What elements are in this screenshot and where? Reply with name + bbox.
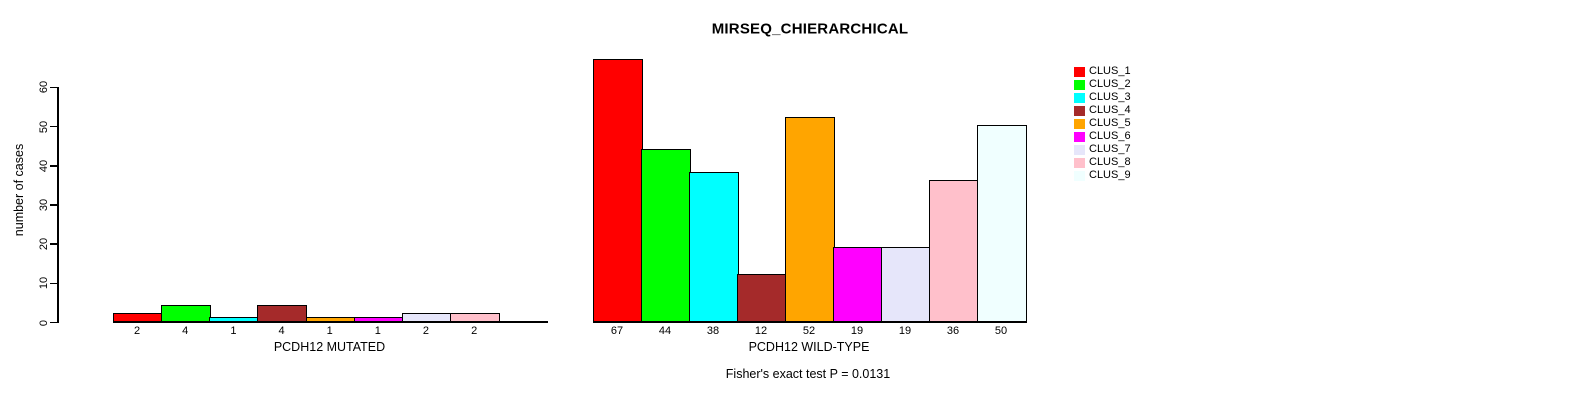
bar-clus_2	[161, 305, 211, 323]
y-tick	[50, 165, 57, 167]
bar-value-label: 19	[850, 325, 864, 337]
y-tick-label: 10	[38, 277, 50, 290]
legend-label: CLUS_3	[1089, 91, 1131, 104]
bar-value-label: 4	[182, 325, 189, 337]
bar-clus_7	[881, 246, 931, 323]
bar-clus_2	[641, 148, 691, 323]
y-tick	[50, 321, 57, 324]
legend-swatch-clus_1	[1074, 66, 1085, 78]
y-tick	[50, 204, 57, 206]
y-tick	[50, 125, 57, 128]
bar-clus_6	[353, 317, 404, 323]
bar-clus_1	[593, 58, 643, 323]
bar-value-label: 38	[706, 325, 720, 337]
y-tick-label: 20	[38, 238, 50, 251]
legend-label: CLUS_7	[1089, 143, 1131, 156]
fisher-test-annotation: Fisher's exact test P = 0.0131	[725, 367, 891, 381]
bar-value-label: 1	[374, 325, 381, 337]
legend-label: CLUS_6	[1089, 130, 1131, 143]
legend-swatch-clus_9	[1074, 170, 1085, 182]
bar-clus_5	[785, 117, 835, 323]
legend-label: CLUS_4	[1089, 104, 1131, 117]
bar-clus_3	[209, 317, 259, 323]
y-axis-line	[57, 86, 59, 324]
x-group-label-mutated: PCDH12 MUTATED	[273, 340, 386, 354]
y-tick-label: 30	[38, 198, 50, 212]
bar-value-label: 2	[471, 325, 478, 337]
legend-label: CLUS_9	[1089, 169, 1131, 182]
y-tick	[50, 243, 57, 245]
bar-clus_5	[305, 317, 356, 323]
y-axis-label: number of cases	[12, 143, 26, 237]
y-tick-label: 0	[38, 319, 50, 326]
bar-value-label: 67	[610, 325, 624, 337]
bar-clus_4	[737, 273, 787, 323]
bar-clus_7	[401, 313, 452, 323]
bar-value-label: 12	[754, 325, 768, 337]
legend-label: CLUS_2	[1089, 78, 1131, 91]
bar-clus_8	[450, 313, 500, 323]
bar-value-label: 36	[946, 325, 960, 337]
legend-swatch-clus_2	[1074, 79, 1085, 91]
bar-value-label: 2	[134, 325, 141, 337]
y-tick-label: 50	[38, 120, 50, 133]
y-tick-label: 60	[38, 81, 50, 94]
bar-clus_1	[113, 313, 163, 323]
legend-label: CLUS_8	[1089, 156, 1131, 169]
bar-value-label: 19	[898, 325, 912, 337]
legend-swatch-clus_5	[1074, 118, 1085, 130]
legend-label: CLUS_5	[1089, 117, 1131, 130]
bar-clus_3	[689, 172, 739, 323]
legend-swatch-clus_8	[1074, 157, 1085, 169]
x-group-label-wildtype: PCDH12 WILD-TYPE	[748, 340, 870, 354]
bar-value-label: 2	[422, 325, 430, 337]
y-tick	[50, 282, 57, 285]
y-tick-label: 40	[38, 159, 50, 172]
chart-title: MIRSEQ_CHIERARCHICAL	[711, 20, 909, 38]
bar-clus_8	[929, 179, 979, 323]
bar-clus_6	[833, 246, 883, 323]
y-tick	[50, 86, 57, 89]
bar-value-label: 1	[230, 325, 237, 337]
legend-swatch-clus_3	[1074, 92, 1085, 104]
legend-swatch-clus_4	[1074, 105, 1085, 117]
bar-clus_4	[257, 305, 308, 323]
bar-value-label: 50	[994, 325, 1008, 337]
bar-value-label: 52	[802, 325, 816, 337]
legend-label: CLUS_1	[1089, 65, 1131, 78]
legend-swatch-clus_7	[1074, 144, 1085, 156]
bar-value-label: 44	[658, 325, 672, 337]
legend-swatch-clus_6	[1074, 131, 1085, 143]
bar-value-label: 1	[326, 325, 333, 337]
bar-clus_9	[977, 125, 1027, 323]
bar-value-label: 4	[278, 325, 285, 337]
